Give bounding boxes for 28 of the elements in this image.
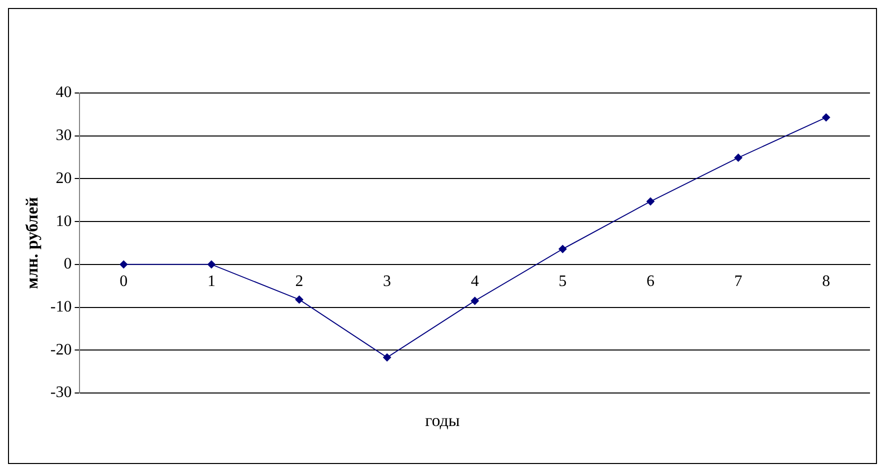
- x-axis-title: годы: [424, 411, 461, 431]
- x-tick-label: 6: [646, 273, 654, 290]
- point: [822, 113, 830, 122]
- y-tick-label: -20: [50, 341, 72, 358]
- point: [295, 296, 304, 304]
- point: [558, 245, 567, 253]
- y-tick-label: 20: [56, 170, 72, 187]
- point: [646, 197, 654, 206]
- y-tick-label: 40: [56, 84, 72, 102]
- x-tick-label: 2: [295, 273, 304, 290]
- point: [470, 296, 479, 305]
- x-tick-label: 0: [120, 273, 128, 290]
- x-tick-label: 4: [470, 273, 479, 290]
- y-tick-label: -10: [50, 298, 72, 316]
- y-tick-label: -30: [50, 384, 72, 402]
- point: [120, 260, 128, 268]
- y-tick-label: 10: [56, 212, 72, 230]
- x-tick-label: 1: [207, 273, 216, 290]
- y-axis-title: млн. рублей: [22, 196, 42, 289]
- point: [383, 353, 392, 362]
- x-tick-label: 7: [734, 273, 742, 290]
- x-tick-label: 3: [383, 273, 392, 290]
- x-tick-label: 5: [558, 273, 567, 290]
- point: [734, 154, 742, 162]
- y-tick-label: 30: [56, 127, 72, 144]
- point: [207, 260, 216, 268]
- x-tick-label: 8: [822, 273, 830, 290]
- y-tick-label: 0: [64, 256, 72, 273]
